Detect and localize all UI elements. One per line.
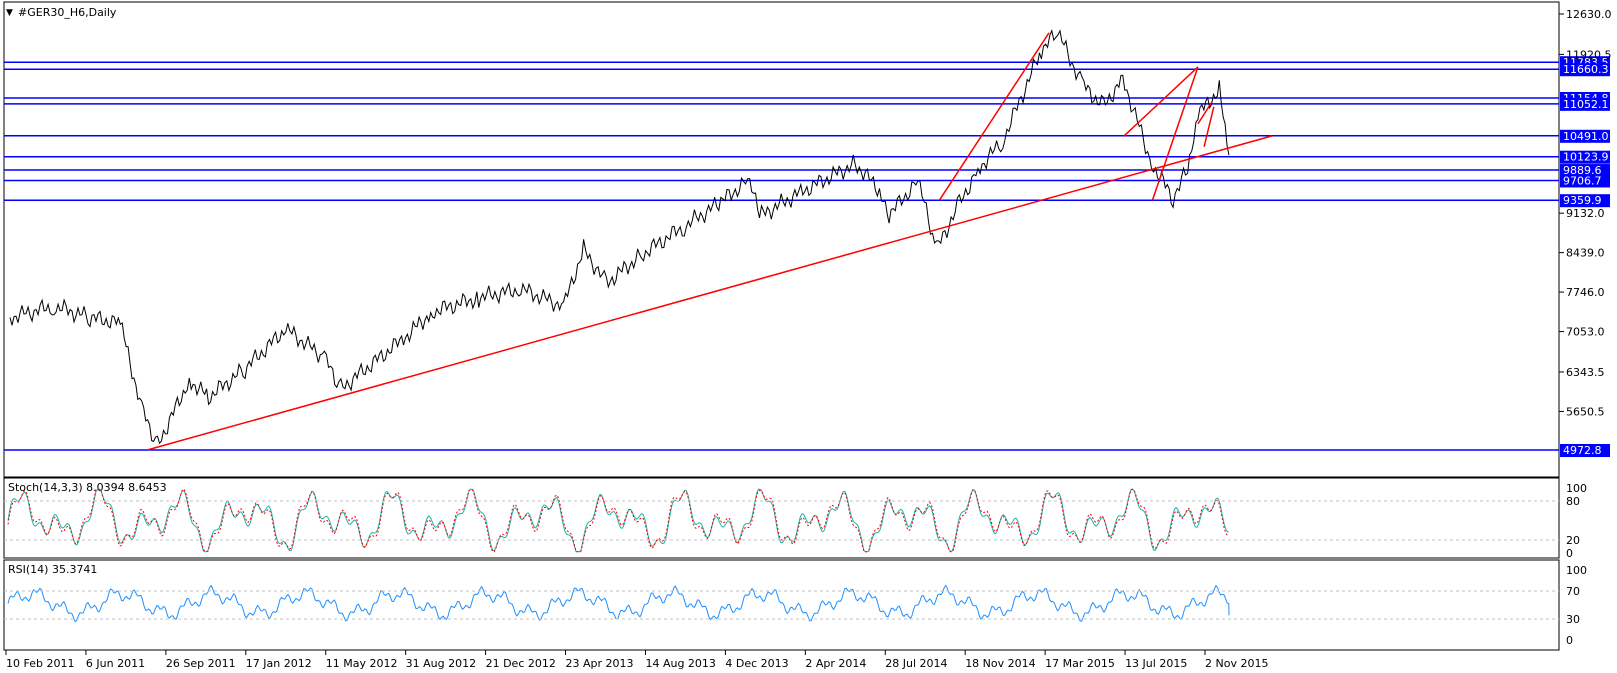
date-tick-label: 26 Sep 2011	[166, 657, 236, 670]
level-label: 9706.7	[1563, 174, 1602, 187]
date-tick-label: 13 Jul 2015	[1125, 657, 1187, 670]
stoch-series	[7, 488, 1230, 553]
level-label: 9359.9	[1563, 194, 1602, 207]
price-panel[interactable]	[3, 1, 1560, 478]
rsi-label: RSI(14) 35.3741	[8, 563, 97, 576]
date-tick-label: 2 Nov 2015	[1205, 657, 1268, 670]
level-label: 4972.8	[1563, 444, 1602, 457]
date-tick-label: 17 Jan 2012	[246, 657, 312, 670]
date-axis: 10 Feb 2011 6 Jun 2011 26 Sep 2011 17 Jan 2…	[5, 650, 1268, 670]
price-axis: 12630.0 11920.5 9132.0 8439.0 7746.0 7053.0 63…	[1559, 8, 1612, 418]
date-tick-label: 17 Mar 2015	[1045, 657, 1115, 670]
rsi-line	[7, 584, 1230, 623]
level-label: 9889.6	[1563, 164, 1602, 177]
price-tick-label: 7053.0	[1566, 326, 1605, 339]
stoch-axis-label: 100	[1566, 482, 1587, 495]
price-tick-label: 7746.0	[1566, 286, 1605, 299]
rsi-axis-label: 30	[1566, 613, 1580, 626]
stoch-axis-label: 20	[1566, 534, 1580, 547]
menu-arrow-icon[interactable]: ▼	[6, 8, 13, 18]
stoch-label: Stoch(14,3,3) 8.0394 8.6453	[8, 481, 167, 494]
rsi-panel[interactable]	[3, 559, 1560, 651]
level-label-box	[1560, 174, 1610, 188]
rsi-series	[7, 584, 1230, 623]
level-label: 10491.0	[1563, 130, 1609, 143]
date-tick-label: 18 Nov 2014	[965, 657, 1035, 670]
date-tick-label: 6 Jun 2011	[86, 657, 145, 670]
date-tick-label: 11 May 2012	[326, 657, 398, 670]
date-tick-label: 10 Feb 2011	[6, 657, 74, 670]
level-label-box	[1560, 63, 1610, 77]
price-series	[9, 29, 1230, 445]
trend-line[interactable]	[146, 135, 1273, 451]
chart-title: #GER30_H6,Daily	[18, 6, 117, 19]
horizontal-levels: 11783.511660.311154.811052.110491.010123…	[4, 56, 1610, 457]
trend-line[interactable]	[1197, 100, 1214, 125]
price-tick-label: 9132.0	[1566, 207, 1605, 220]
price-tick-label: 6343.5	[1566, 366, 1605, 379]
date-tick-label: 14 Aug 2013	[645, 657, 715, 670]
date-tick-label: 4 Dec 2013	[725, 657, 788, 670]
price-tick-label: 5650.5	[1566, 405, 1605, 418]
level-label-box	[1560, 97, 1610, 111]
level-label-box	[1560, 194, 1610, 208]
level-label: 11052.1	[1563, 98, 1609, 111]
trend-lines	[146, 32, 1273, 451]
price-tick-label: 11920.5	[1566, 48, 1612, 61]
date-tick-label: 28 Jul 2014	[885, 657, 947, 670]
trend-line[interactable]	[1151, 66, 1199, 201]
date-tick-label: 21 Dec 2012	[486, 657, 556, 670]
trend-line[interactable]	[1203, 106, 1215, 147]
date-tick-label: 31 Aug 2012	[406, 657, 476, 670]
date-tick-label: 23 Apr 2013	[566, 657, 634, 670]
rsi-axis-label: 70	[1566, 585, 1580, 598]
trend-line[interactable]	[1123, 66, 1199, 137]
stoch-main-line	[7, 488, 1230, 553]
level-label-box	[1560, 444, 1610, 457]
stoch-panel[interactable]	[3, 477, 1560, 559]
date-tick-label: 2 Apr 2014	[805, 657, 866, 670]
level-label-box	[1560, 129, 1610, 143]
stoch-axis-label: 80	[1566, 495, 1580, 508]
level-label-box	[1560, 164, 1610, 178]
price-tick-label: 8439.0	[1566, 247, 1605, 260]
rsi-axis-label: 0	[1566, 634, 1573, 647]
price-line	[9, 29, 1230, 445]
level-label: 10123.9	[1563, 151, 1609, 164]
trend-line[interactable]	[938, 32, 1050, 201]
rsi-axis-label: 100	[1566, 564, 1587, 577]
price-tick-label: 12630.0	[1566, 8, 1612, 21]
level-label: 11660.3	[1563, 63, 1609, 76]
level-label-box	[1560, 150, 1610, 164]
stoch-axis-label: 0	[1566, 547, 1573, 560]
